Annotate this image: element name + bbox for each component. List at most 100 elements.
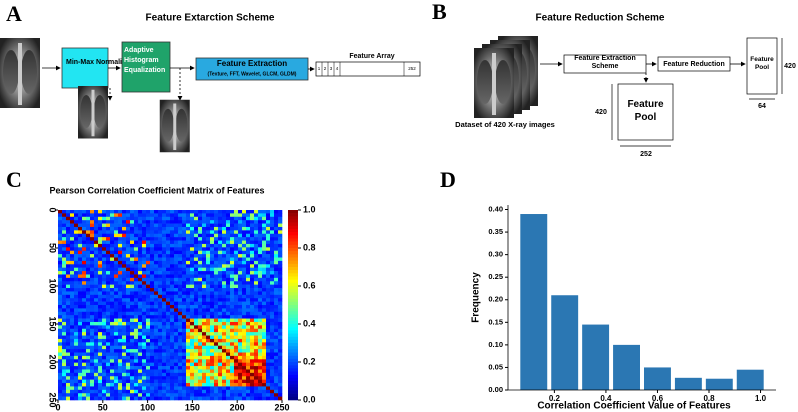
heatmap-cell [122,312,126,316]
heatmap-cell [202,230,206,234]
heatmap-cell [62,325,66,329]
heatmap-cell [154,251,158,255]
heatmap-cell [234,264,238,268]
heatmap-cell [262,315,266,319]
heatmap-cell [166,359,170,363]
heatmap-cell [78,271,82,275]
heatmap-cell [138,369,142,373]
heatmap-cell [230,251,234,255]
heatmap-cell [90,302,94,306]
heatmap-cell [214,373,218,377]
heatmap-cell [58,227,62,231]
heatmap-cell [194,271,198,275]
heatmap-cell [194,373,198,377]
heatmap-cell [202,349,206,353]
heatmap-cell [170,261,174,265]
heatmap-cell [106,278,110,282]
heatmap-cell [62,288,66,292]
heatmap-cell [78,241,82,245]
heatmap-cell [130,386,134,390]
heatmap-cell [262,390,266,394]
heatmap-cell [238,353,242,357]
heatmap-cell [210,383,214,387]
heatmap-cell [242,261,246,265]
heatmap-cell [110,291,114,295]
heatmap-cell [130,315,134,319]
heatmap-cell [206,244,210,248]
heatmap-cell [206,251,210,255]
heatmap-cell [274,254,278,258]
heatmap-cell [178,356,182,360]
heatmap-cell [242,271,246,275]
heatmap-cell [82,234,86,238]
heatmap-cell [238,244,242,248]
heatmap-cell [138,359,142,363]
heatmap-cell [62,380,66,384]
heatmap-cell [90,271,94,275]
heatmap-cell [198,363,202,367]
heatmap-cell [266,213,270,217]
heatmap-cell [158,346,162,350]
heatmap-cell [122,305,126,309]
heatmap-cell [150,247,154,251]
heatmap-cell [118,390,122,394]
heatmap-cell [162,281,166,285]
heatmap-cell [150,390,154,394]
heatmap-cell [86,359,90,363]
heatmap-cell [118,359,122,363]
heatmap-cell [70,278,74,282]
heatmap-cell [62,376,66,380]
heatmap-cell [262,308,266,312]
heatmap-cell [86,349,90,353]
heatmap-cell [70,359,74,363]
heatmap-cell [194,319,198,323]
heatmap-cell [214,356,218,360]
heatmap-cell [218,312,222,316]
heatmap-cell [78,210,82,214]
heatmap-cell [270,234,274,238]
heatmap-cell [262,366,266,370]
colorbar-segment [288,213,298,216]
heatmap-cell [82,366,86,370]
heatmap-cell [178,383,182,387]
heatmap-cell [98,349,102,353]
heatmap-cell [250,366,254,370]
heatmap-cell [238,319,242,323]
heatmap-cell [266,271,270,275]
heatmap-cell [246,342,250,346]
heatmap-cell [206,325,210,329]
heatmap-cell [278,264,282,268]
heatmap-cell [218,241,222,245]
heatmap-cell [234,258,238,262]
heatmap-cell [70,312,74,316]
heatmap-cell [62,353,66,357]
heatmap-cell [258,366,262,370]
heatmap-cell [150,329,154,333]
heatmap-cell [110,227,114,231]
heatmap-cell [170,230,174,234]
heatmap-cell [134,213,138,217]
heatmap-cell [122,271,126,275]
heatmap-cell [134,390,138,394]
heatmap-cell [182,230,186,234]
heatmap-cell [66,383,70,387]
heatmap-cell [234,380,238,384]
heatmap-cell [214,234,218,238]
heatmap-cell [134,230,138,234]
heatmap-cell [210,298,214,302]
heatmap-cell [62,315,66,319]
heatmap-cell [202,274,206,278]
heatmap-cell [194,281,198,285]
heatmap-cell [174,241,178,245]
heatmap-cell [138,397,142,401]
heatmap-cell [134,356,138,360]
heatmap-cell [82,268,86,272]
heatmap-cell [194,336,198,340]
heatmap-cell [102,349,106,353]
heatmap-cell [166,302,170,306]
heatmap-cell [250,251,254,255]
heatmap-cell [110,247,114,251]
heatmap-cell [218,285,222,289]
heatmap-cell [102,258,106,262]
heatmap-cell [274,264,278,268]
